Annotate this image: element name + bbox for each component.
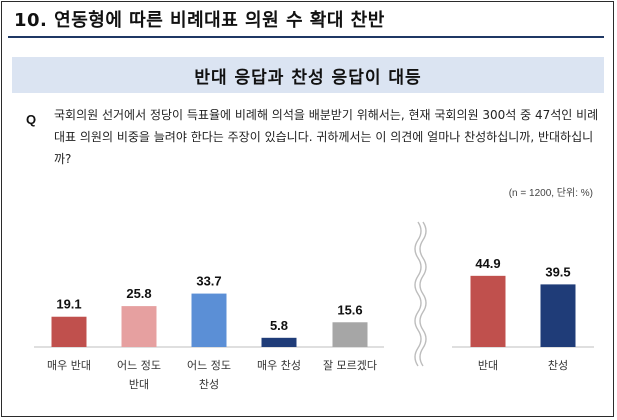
category-label: 반대 — [478, 359, 498, 372]
category-label: 찬성 — [548, 358, 568, 372]
axis-break-line — [419, 221, 427, 367]
bar — [191, 293, 227, 347]
category-label: 어느 정도 — [117, 359, 161, 372]
bar — [332, 322, 368, 347]
bar — [261, 337, 297, 347]
data-label: 44.9 — [475, 256, 500, 271]
subtitle-banner: 반대 응답과 찬성 응답이 대등 — [12, 57, 604, 93]
axis-break-line — [414, 221, 422, 367]
data-label: 5.8 — [270, 318, 288, 333]
bar — [121, 306, 157, 347]
subtitle-text: 반대 응답과 찬성 응답이 대등 — [194, 67, 422, 88]
sample-note: (n = 1200, 단위: %) — [508, 188, 593, 199]
data-label: 19.1 — [56, 297, 81, 312]
category-label: 어느 정도 — [187, 359, 231, 372]
category-label: 잘 모르겠다 — [323, 359, 377, 372]
category-label: 매우 반대 — [47, 359, 91, 372]
category-label: 반대 — [129, 378, 149, 391]
data-label: 15.6 — [337, 302, 362, 317]
bar — [51, 316, 87, 347]
category-label: 매우 찬성 — [257, 358, 301, 372]
bar — [540, 284, 576, 347]
question-label: Q — [26, 112, 37, 127]
data-label: 25.8 — [126, 286, 151, 301]
title-divider — [8, 36, 604, 38]
page-title: 10. 연동형에 따른 비례대표 의원 수 확대 찬반 — [14, 10, 385, 31]
bar — [470, 275, 506, 347]
data-label: 33.7 — [196, 274, 221, 289]
data-label: 39.5 — [545, 264, 570, 279]
category-label: 찬성 — [199, 377, 219, 391]
question-text: 국회의원 선거에서 정당이 득표율에 비례해 의석을 배분받기 위해서는, 현재… — [54, 108, 599, 166]
